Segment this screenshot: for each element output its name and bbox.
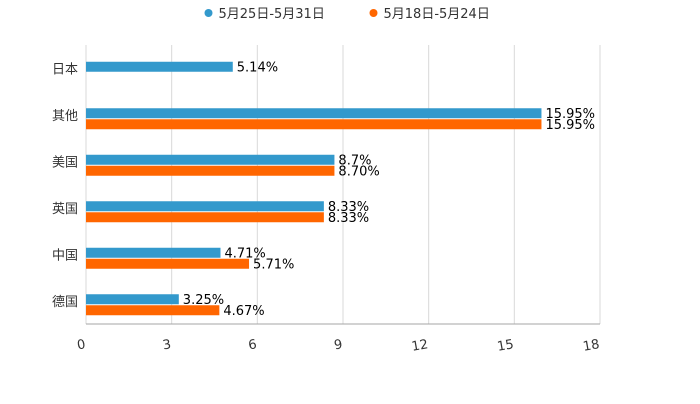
data-label: 3.25% bbox=[183, 293, 224, 308]
data-label: 4.67% bbox=[223, 304, 264, 319]
x-tick-label: 6 bbox=[247, 337, 258, 353]
bar-series-1[interactable] bbox=[86, 294, 179, 305]
x-tick-label: 9 bbox=[333, 337, 344, 353]
grid-layer bbox=[85, 45, 601, 324]
legend-label: 5月18日-5月24日 bbox=[384, 7, 490, 22]
bar-layer bbox=[86, 61, 542, 316]
data-label: 15.95% bbox=[545, 118, 595, 133]
data-label: 5.14% bbox=[237, 60, 278, 75]
bar-series-1[interactable] bbox=[86, 247, 221, 258]
legend-item-2[interactable]: 5月18日-5月24日 bbox=[369, 7, 490, 22]
x-tick-label: 0 bbox=[76, 337, 87, 353]
data-label: 8.33% bbox=[328, 211, 369, 226]
category-label: 英国 bbox=[52, 202, 78, 217]
data-label: 15.95% bbox=[545, 107, 595, 122]
data-label: 8.70% bbox=[338, 164, 379, 179]
legend-marker bbox=[204, 9, 213, 17]
legend[interactable]: 5月25日-5月31日 5月18日-5月24日 bbox=[204, 7, 490, 22]
x-tick-label: 18 bbox=[582, 337, 601, 355]
bar-series-1[interactable] bbox=[86, 201, 324, 212]
category-label: 其他 bbox=[52, 109, 78, 124]
bar-series-2[interactable] bbox=[86, 258, 250, 269]
category-label: 美国 bbox=[52, 155, 78, 170]
bar-series-1[interactable] bbox=[86, 61, 233, 72]
category-label: 中国 bbox=[52, 248, 78, 263]
x-tick-label: 15 bbox=[496, 337, 515, 355]
x-tick-label: 12 bbox=[410, 337, 429, 355]
data-label: 8.33% bbox=[328, 200, 369, 215]
bar-series-2[interactable] bbox=[86, 165, 335, 176]
bar-series-2[interactable] bbox=[86, 305, 220, 316]
bar-series-2[interactable] bbox=[86, 119, 542, 130]
legend-item-1[interactable]: 5月25日-5月31日 bbox=[204, 7, 325, 22]
data-label: 4.71% bbox=[224, 246, 265, 261]
legend-marker bbox=[369, 9, 378, 17]
bar-series-2[interactable] bbox=[86, 212, 324, 223]
category-label: 德国 bbox=[52, 295, 78, 310]
label-layer: 5.14% 15.95%15.95% 8.7%8.70% 8.33%8.33% 4.71… bbox=[183, 60, 595, 319]
data-label: 8.7% bbox=[338, 153, 371, 168]
bar-series-1[interactable] bbox=[86, 154, 335, 165]
legend-label: 5月25日-5月31日 bbox=[219, 7, 325, 22]
bar-series-1[interactable] bbox=[86, 108, 542, 119]
category-label: 日本 bbox=[52, 62, 78, 77]
data-label: 5.71% bbox=[253, 257, 294, 272]
x-tick-label: 3 bbox=[162, 337, 173, 353]
